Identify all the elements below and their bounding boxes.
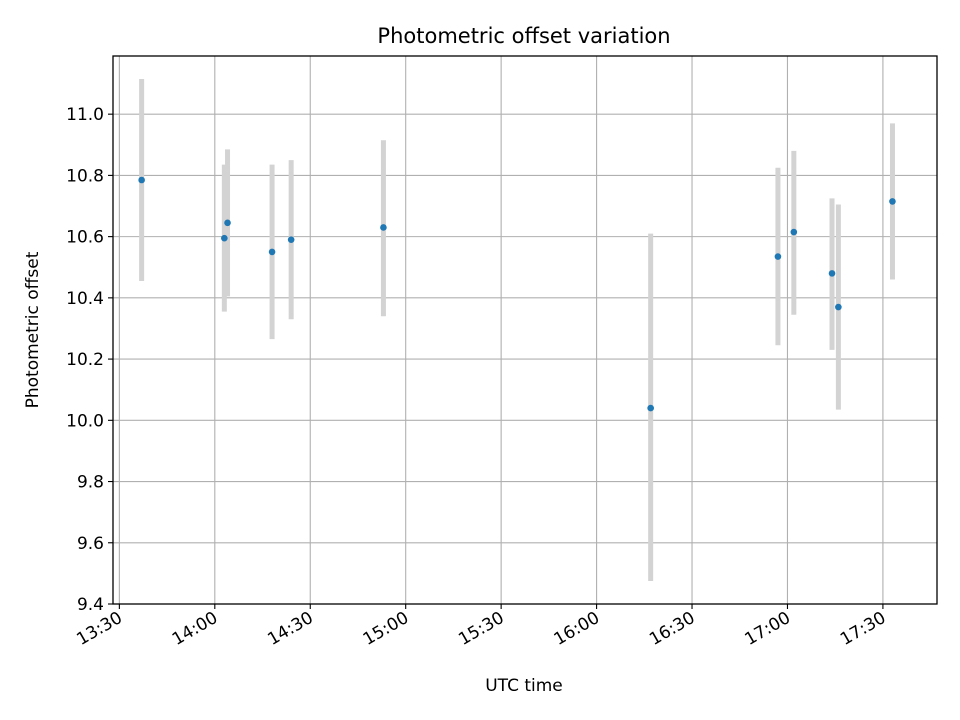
y-tick-label: 10.6 <box>66 228 104 248</box>
data-point <box>828 270 836 277</box>
y-tick-label: 9.8 <box>77 473 104 493</box>
y-tick-label: 9.4 <box>77 595 104 615</box>
data-point <box>835 303 842 311</box>
data-point <box>647 404 654 412</box>
data-point <box>138 176 145 184</box>
data-point <box>380 224 387 231</box>
data-point <box>221 234 228 242</box>
y-tick-label: 10.8 <box>66 166 104 186</box>
data-point <box>790 228 798 236</box>
y-tick-label: 10.2 <box>66 350 104 370</box>
y-tick-label: 9.6 <box>77 534 104 554</box>
data-point <box>268 248 276 256</box>
x-axis-label: UTC time <box>485 676 563 696</box>
plot-frame <box>112 55 938 605</box>
data-point <box>889 198 896 205</box>
y-tick-label: 11.0 <box>66 105 104 125</box>
y-tick-label: 10.0 <box>66 411 104 431</box>
y-tick-label: 10.4 <box>66 289 104 309</box>
data-point <box>287 236 295 243</box>
y-axis-label: Photometric offset <box>23 251 43 408</box>
chart-title: Photometric offset variation <box>377 24 670 48</box>
y-axis-ticks: 9.4 9.6 9.8 10.0 10.2 10.4 10.6 10.8 11.0 <box>66 105 113 615</box>
data-points <box>138 176 896 412</box>
data-point <box>224 219 231 227</box>
data-point <box>774 253 782 260</box>
